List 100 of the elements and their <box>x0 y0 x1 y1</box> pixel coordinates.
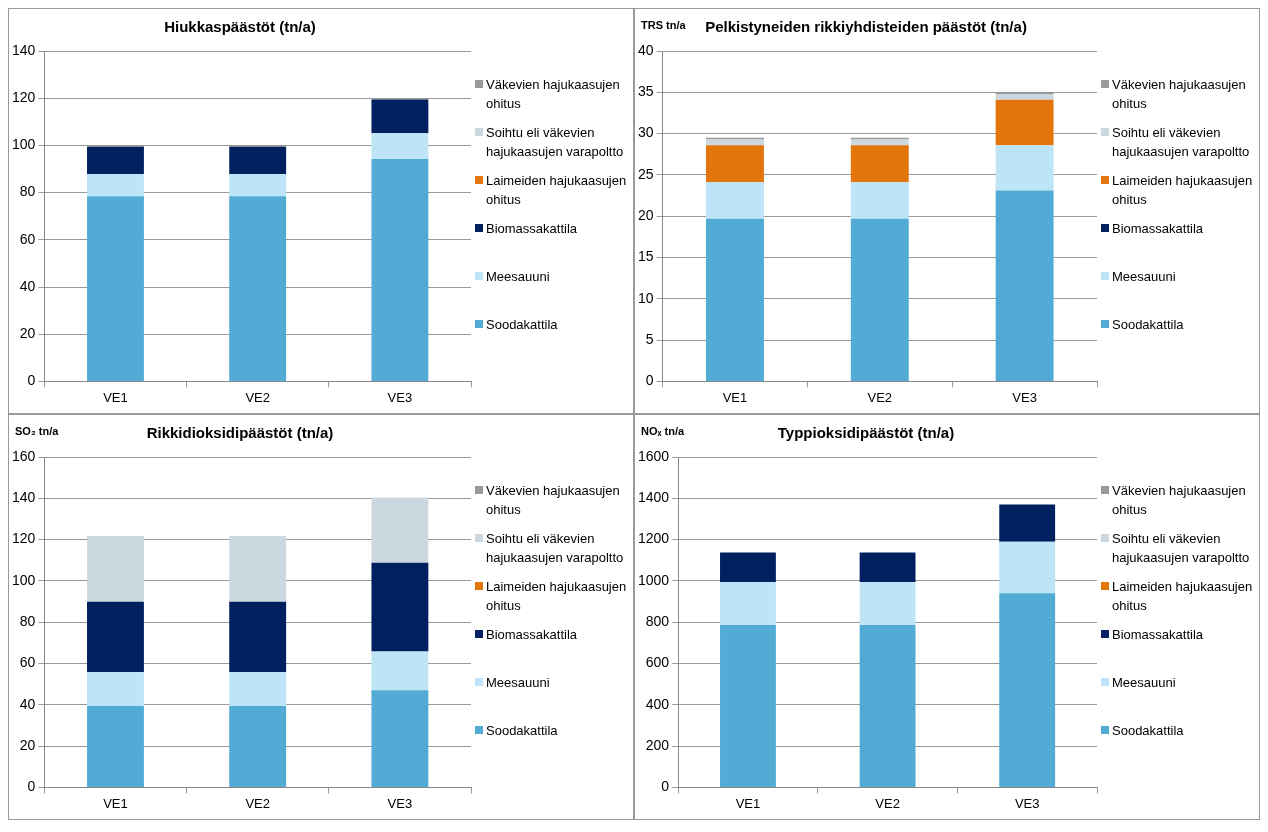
bar <box>371 99 429 134</box>
legend-label: Soihtu eli väkevien hajukaasujen varapoltto <box>1112 530 1251 567</box>
bar <box>371 497 429 563</box>
y-axis-title: NOₓ tn/a <box>641 425 685 437</box>
y-tick-label: 120 <box>12 530 36 547</box>
bar <box>850 182 909 219</box>
bar <box>87 196 144 381</box>
legend-label: Soodakattila <box>1112 316 1184 334</box>
y-tick-label: 200 <box>645 736 670 753</box>
legend-label: Biomassakattila <box>486 626 578 644</box>
bar <box>706 139 764 146</box>
y-tick-label: 0 <box>661 778 670 795</box>
y-tick-label: 140 <box>12 41 36 58</box>
bar <box>87 535 144 602</box>
bar <box>87 601 144 672</box>
bar <box>995 145 1054 191</box>
x-tick-label: VE2 <box>867 389 893 405</box>
x-tick-label: VE1 <box>722 389 748 405</box>
y-tick-label: 40 <box>19 695 36 712</box>
legend-label: Meesauuni <box>1112 674 1176 692</box>
bar <box>371 690 429 787</box>
y-tick-label: 80 <box>19 613 36 630</box>
legend-label: Väkevien hajukaasujen ohitus <box>486 76 621 113</box>
bar <box>999 504 1056 542</box>
y-tick-label: 60 <box>19 230 36 247</box>
legend-label: Laimeiden hajukaasujen ohitus <box>1112 172 1254 209</box>
bar <box>850 139 909 146</box>
bar <box>720 624 776 787</box>
bar <box>87 671 144 707</box>
x-tick-label: VE1 <box>103 389 128 405</box>
bar <box>859 581 916 625</box>
legend-label: Soihtu eli väkevien hajukaasujen varapoltto <box>1112 124 1251 161</box>
bar <box>995 190 1054 381</box>
legend-label: Väkevien hajukaasujen ohitus <box>486 482 621 519</box>
y-tick-label: 30 <box>637 124 654 141</box>
bar <box>229 706 287 787</box>
bar <box>229 535 287 602</box>
y-tick-label: 20 <box>19 736 36 753</box>
bar <box>371 562 429 652</box>
legend-label: Biomassakattila <box>486 220 578 238</box>
bar <box>229 671 287 707</box>
y-tick-label: 25 <box>637 165 654 182</box>
bar <box>995 93 1054 100</box>
y-tick-label: 100 <box>12 571 36 588</box>
legend-label: Soodakattila <box>486 722 558 740</box>
x-tick-label: VE3 <box>387 795 413 811</box>
bar <box>999 593 1056 787</box>
x-tick-label: VE3 <box>1012 389 1037 405</box>
bar <box>720 581 776 625</box>
y-tick-label: 80 <box>19 183 36 200</box>
legend-label: Väkevien hajukaasujen ohitus <box>1112 482 1247 519</box>
y-tick-label: 1000 <box>637 571 670 588</box>
y-tick-label: 160 <box>12 447 36 464</box>
y-tick-label: 15 <box>637 248 654 265</box>
bar <box>850 218 909 381</box>
y-tick-label: 5 <box>645 330 654 347</box>
bar <box>87 173 144 197</box>
y-tick-label: 140 <box>12 489 36 506</box>
bar <box>859 624 916 787</box>
y-tick-label: 120 <box>12 89 36 106</box>
chart-title: Pelkistyneiden rikkiyhdisteiden päästöt (tn/a) <box>705 18 1027 36</box>
y-tick-label: 0 <box>27 778 36 795</box>
legend-label: Meesauuni <box>486 268 550 286</box>
legend-label: Soodakattila <box>486 316 558 334</box>
bar <box>229 196 287 381</box>
y-tick-label: 40 <box>637 41 654 58</box>
y-tick-label: 1400 <box>637 489 670 506</box>
y-tick-label: 20 <box>637 207 654 224</box>
bar <box>706 182 764 219</box>
bar <box>229 173 287 197</box>
chart-title: Hiukkaspäästöt (tn/a) <box>164 18 316 36</box>
legend-label: Väkevien hajukaasujen ohitus <box>1112 76 1247 113</box>
y-tick-label: 40 <box>19 277 36 294</box>
x-tick-label: VE1 <box>103 795 128 811</box>
y-tick-label: 1600 <box>637 447 670 464</box>
bar <box>720 552 776 582</box>
x-tick-label: VE2 <box>245 795 270 811</box>
legend-label: Meesauuni <box>486 674 550 692</box>
y-tick-label: 0 <box>645 372 654 389</box>
bar <box>87 706 144 787</box>
bar <box>999 541 1056 594</box>
legend-label: Soihtu eli väkevien hajukaasujen varapoltto <box>486 530 625 567</box>
legend-label: Laimeiden hajukaasujen ohitus <box>1112 578 1254 615</box>
legend-label: Laimeiden hajukaasujen ohitus <box>486 172 628 209</box>
legend-label: Soihtu eli väkevien hajukaasujen varapoltto <box>486 124 625 161</box>
legend-label: Laimeiden hajukaasujen ohitus <box>486 578 628 615</box>
bar <box>371 159 429 381</box>
chart-title: Rikkidioksidipäästöt (tn/a) <box>146 424 334 442</box>
bar <box>995 99 1054 146</box>
legend-label: Biomassakattila <box>1112 626 1204 644</box>
bar <box>229 601 287 672</box>
legend-label: Biomassakattila <box>1112 220 1204 238</box>
y-tick-label: 800 <box>645 613 670 630</box>
bar <box>371 651 429 691</box>
x-tick-label: VE3 <box>1014 795 1040 811</box>
x-tick-label: VE2 <box>875 795 900 811</box>
legend-label: Meesauuni <box>1112 268 1176 286</box>
x-tick-label: VE2 <box>245 389 270 405</box>
x-tick-label: VE3 <box>387 389 413 405</box>
chart-title: Typpioksidipäästöt (tn/a) <box>777 424 955 442</box>
